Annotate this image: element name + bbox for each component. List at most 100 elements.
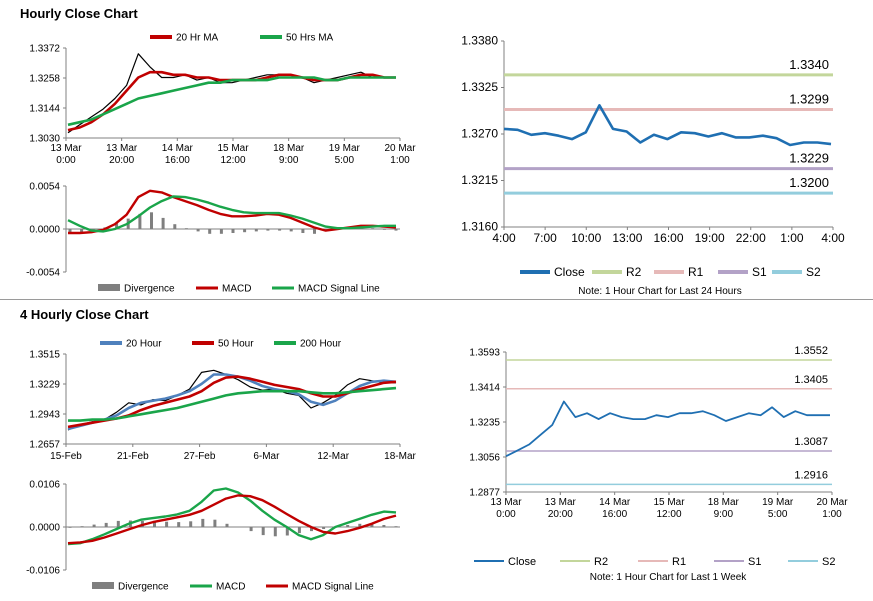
legend-label: S2 [806, 265, 821, 279]
x-tick-label: 15 Mar [653, 497, 685, 508]
x-tick-label: 16:00 [165, 155, 190, 166]
legend-swatch-divergence [92, 582, 114, 589]
y-tick-label: -0.0054 [26, 268, 60, 279]
series-line-macd [67, 487, 397, 546]
x-tick-label: 15-Feb [50, 451, 82, 462]
x-tick-label: 12:00 [656, 509, 681, 520]
legend-label: MACD Signal Line [298, 284, 380, 295]
legend-label: R1 [688, 265, 704, 279]
x-tick-label: 16:00 [602, 509, 627, 520]
legend-label: 20 Hr MA [176, 33, 219, 44]
x-tick-label: 1:00 [822, 509, 842, 520]
x-tick-label: 13 Mar [490, 497, 522, 508]
legend-label: S1 [748, 556, 761, 568]
chart-note: Note: 1 Hour Chart for Last 1 Week [590, 572, 748, 583]
legend-label: Close [508, 556, 536, 568]
legend-label: MACD Signal Line [292, 582, 374, 593]
level-label-r1: 1.3299 [789, 91, 829, 106]
x-tick-label: 6-Mar [253, 451, 280, 462]
legend-swatch-divergence [98, 284, 120, 291]
y-tick-label: 1.3160 [461, 220, 498, 234]
x-tick-label: 13 Mar [50, 143, 82, 154]
y-tick-label: 1.3215 [461, 173, 498, 187]
four-hourly-section-title: 4 Hourly Close Chart [20, 307, 149, 322]
legend-label: MACD [222, 284, 251, 295]
legend-label: R2 [626, 265, 642, 279]
x-tick-label: 18 Mar [708, 497, 740, 508]
x-tick-label: 10:00 [571, 231, 601, 245]
level-label-s2: 1.2916 [794, 469, 828, 481]
y-tick-label: 1.2877 [469, 488, 500, 499]
series-line-close [503, 104, 832, 147]
x-tick-label: 20:00 [109, 155, 134, 166]
legend-label: MACD [216, 582, 245, 593]
y-tick-label: 1.3325 [461, 80, 498, 94]
x-tick-label: 19 Mar [762, 497, 794, 508]
legend-label: S1 [752, 265, 767, 279]
y-tick-label: 1.3144 [29, 104, 60, 115]
x-tick-label: 0:00 [496, 509, 516, 520]
y-tick-label: 1.3593 [469, 348, 500, 359]
y-tick-label: 1.3030 [29, 134, 60, 145]
x-tick-label: 14 Mar [599, 497, 631, 508]
legend-label: Close [554, 265, 585, 279]
y-tick-label: 0.0000 [29, 225, 60, 236]
series-line-macd-signal-line [67, 195, 396, 233]
legend-label: R1 [672, 556, 686, 568]
level-label-r2: 1.3340 [789, 57, 829, 72]
x-tick-label: 7:00 [533, 231, 557, 245]
y-tick-label: 1.3380 [461, 34, 498, 48]
x-tick-label: 20 Mar [384, 143, 416, 154]
x-tick-label: 18 Mar [273, 143, 305, 154]
legend-label: 50 Hour [218, 339, 254, 350]
x-tick-label: 14 Mar [162, 143, 194, 154]
four-hourly-macd-chart: 0.0106 0.0000 -0.0106 Divergence MACD MACD Si… [26, 480, 400, 593]
series-line-macd-signal-line [67, 494, 397, 545]
x-tick-label: 20:00 [548, 509, 573, 520]
x-tick-label: 15 Mar [217, 143, 249, 154]
y-tick-label: 1.3235 [469, 418, 500, 429]
y-tick-label: 1.3258 [29, 74, 60, 85]
y-tick-label: -0.0106 [26, 566, 60, 577]
x-tick-label: 27-Feb [184, 451, 216, 462]
level-label-s1: 1.3229 [789, 151, 829, 166]
legend-label: Divergence [118, 582, 169, 593]
x-tick-label: 13 Mar [545, 497, 577, 508]
hourly-macd-chart: 0.0054 0.0000 -0.0054 Divergence MACD MACD Si… [26, 182, 400, 295]
x-tick-label: 19 Mar [329, 143, 361, 154]
x-tick-label: 0:00 [56, 155, 76, 166]
series-line-close [505, 400, 830, 458]
legend-label: 20 Hour [126, 339, 162, 350]
y-tick-label: 1.3414 [469, 383, 500, 394]
series-line-20-hour [67, 373, 397, 431]
y-tick-label: 0.0106 [29, 480, 60, 491]
series-line-200-hour [68, 386, 397, 422]
y-tick-label: 1.3372 [29, 44, 60, 55]
level-label-s1: 1.3087 [794, 436, 828, 448]
x-tick-label: 1:00 [390, 155, 410, 166]
x-tick-label: 13:00 [612, 231, 642, 245]
legend-label: 50 Hrs MA [286, 33, 334, 44]
y-tick-label: 1.3229 [29, 380, 60, 391]
x-tick-label: 22:00 [736, 231, 766, 245]
x-tick-label: 4:00 [492, 231, 516, 245]
chart-note: Note: 1 Hour Chart for Last 24 Hours [578, 286, 741, 297]
x-tick-label: 4:00 [821, 231, 845, 245]
series-line-close [67, 369, 396, 431]
x-tick-label: 9:00 [279, 155, 299, 166]
x-tick-label: 16:00 [653, 231, 683, 245]
y-tick-label: 1.3515 [29, 350, 60, 361]
x-tick-label: 5:00 [768, 509, 788, 520]
legend-label: R2 [594, 556, 608, 568]
x-tick-label: 1:00 [780, 231, 804, 245]
x-tick-label: 21-Feb [117, 451, 149, 462]
y-tick-label: 1.3270 [461, 127, 498, 141]
x-tick-label: 5:00 [335, 155, 355, 166]
series-line-close [67, 53, 396, 134]
legend-label: 200 Hour [300, 339, 342, 350]
x-tick-label: 19:00 [695, 231, 725, 245]
